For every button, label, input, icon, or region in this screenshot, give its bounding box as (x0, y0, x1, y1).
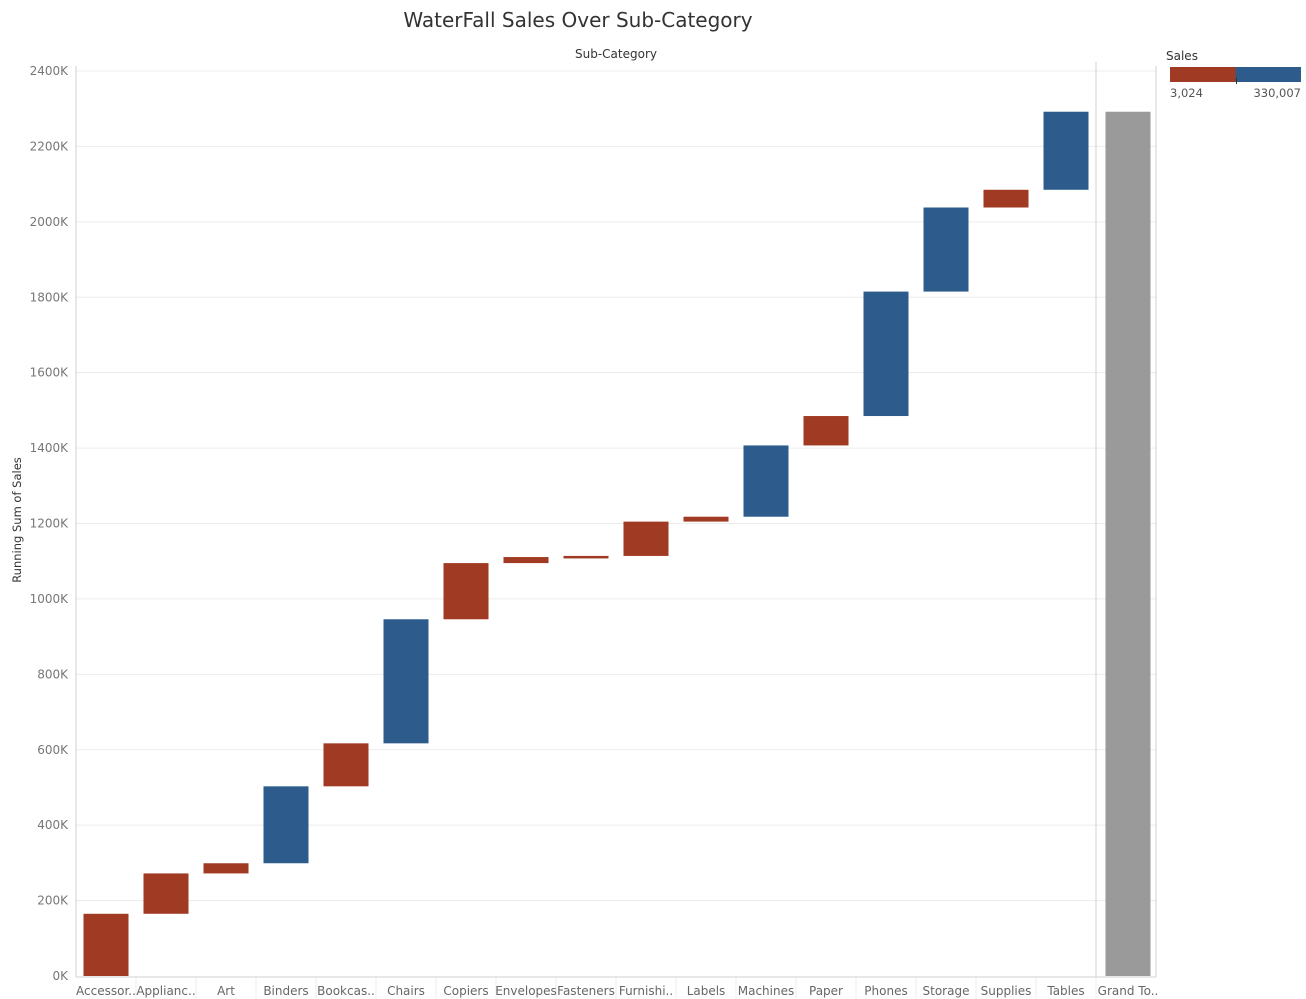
y-tick-label: 600K (37, 743, 69, 757)
x-tick-label: Paper (809, 984, 843, 998)
x-tick-label: Furnishi.. (619, 984, 673, 998)
x-axis-labels: Accessor.. Applianc.. Art Binders Bookcas.. C… (76, 984, 1158, 998)
legend-marker (1236, 78, 1237, 84)
y-tick-label: 1600K (30, 366, 70, 380)
waterfall-bar[interactable] (803, 416, 849, 446)
color-legend[interactable]: Sales 3,024 330,007 (1160, 48, 1306, 108)
x-tick-label: Accessor.. (76, 984, 136, 998)
x-tick-label: Labels (687, 984, 726, 998)
waterfall-bar[interactable] (983, 189, 1029, 208)
waterfall-bar[interactable] (143, 873, 189, 914)
x-tick-label: Phones (864, 984, 907, 998)
axis-frame (75, 62, 1157, 978)
waterfall-bar[interactable] (383, 619, 429, 744)
y-tick-label: 400K (37, 818, 69, 832)
waterfall-bar[interactable] (1043, 111, 1089, 190)
y-tick-label: 0K (52, 969, 69, 983)
waterfall-bar[interactable] (923, 207, 969, 292)
x-tick-label: Storage (923, 984, 970, 998)
waterfall-bar[interactable] (623, 521, 669, 556)
grand-total-label: Grand To.. (1098, 984, 1159, 998)
waterfall-bar[interactable] (83, 913, 129, 976)
legend-max-label: 330,007 (1253, 86, 1301, 100)
legend-min-label: 3,024 (1170, 86, 1203, 100)
bars (83, 111, 1151, 977)
chart-title: WaterFall Sales Over Sub-Category (403, 8, 753, 32)
x-tick-label: Supplies (981, 984, 1032, 998)
legend-title: Sales (1166, 49, 1198, 63)
x-tick-label: Applianc.. (136, 984, 195, 998)
y-tick-label: 1400K (30, 441, 70, 455)
waterfall-bar[interactable] (503, 557, 549, 564)
waterfall-bar[interactable] (323, 743, 369, 787)
y-tick-label: 2200K (30, 139, 70, 153)
x-tick-label: Fasteners (557, 984, 615, 998)
x-tick-label: Tables (1046, 984, 1084, 998)
x-tick-label: Binders (263, 984, 308, 998)
y-tick-label: 1000K (30, 592, 70, 606)
waterfall-bar[interactable] (563, 555, 609, 559)
y-tick-label: 2400K (30, 64, 70, 78)
waterfall-bar[interactable] (203, 863, 249, 874)
grand-total-bar[interactable] (1105, 111, 1151, 977)
x-tick-label: Machines (738, 984, 794, 998)
x-tick-label: Envelopes (495, 984, 557, 998)
y-tick-label: 800K (37, 667, 69, 681)
column-header: Sub-Category (575, 47, 657, 61)
legend-color-ramp (1170, 67, 1301, 82)
x-tick-label: Bookcas.. (317, 984, 375, 998)
y-tick-label: 2000K (30, 215, 70, 229)
x-tick-label: Art (217, 984, 235, 998)
waterfall-bar[interactable] (683, 516, 729, 522)
waterfall-bar[interactable] (743, 445, 789, 517)
x-tick-label: Chairs (387, 984, 425, 998)
y-tick-label: 1200K (30, 517, 70, 531)
waterfall-bar[interactable] (863, 291, 909, 417)
x-tick-label: Copiers (443, 984, 488, 998)
waterfall-bar[interactable] (263, 786, 309, 864)
y-tick-label: 200K (37, 894, 69, 908)
waterfall-bar[interactable] (443, 563, 489, 620)
y-axis-ticks: 0K 200K 400K 600K 800K 1000K 1200K 1400K 1600K 18… (30, 64, 70, 983)
gridlines (76, 70, 1156, 999)
y-tick-label: 1800K (30, 290, 70, 304)
